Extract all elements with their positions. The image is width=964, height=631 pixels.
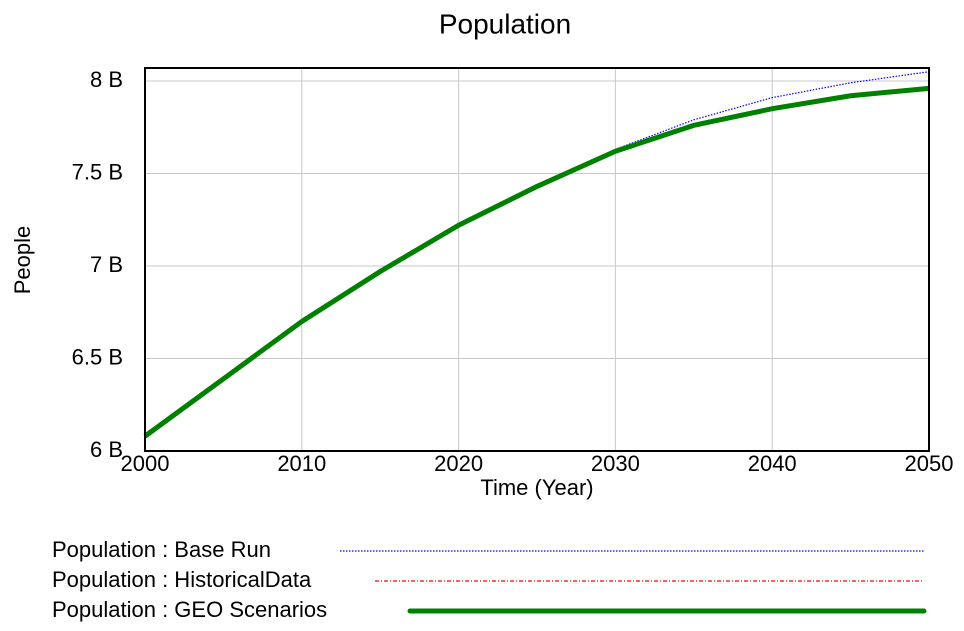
y-tick-label: 8 B (90, 67, 123, 92)
legend-label: Population : GEO Scenarios (52, 597, 327, 622)
x-tick-label: 2020 (434, 451, 483, 476)
y-tick-label: 7 B (90, 252, 123, 277)
legend-label: Population : Base Run (52, 537, 271, 562)
x-axis-label: Time (Year) (480, 475, 593, 500)
legend: Population : Base Run Population : Histor… (52, 537, 927, 622)
x-tick-label: 2010 (277, 451, 326, 476)
lines (143, 71, 930, 439)
legend-label: Population : HistoricalData (52, 567, 312, 592)
series-line (144, 71, 930, 437)
y-tick-label: 6 B (90, 437, 123, 462)
x-tick-label: 2050 (905, 451, 954, 476)
x-tick-label: 2040 (748, 451, 797, 476)
grid (144, 68, 930, 452)
y-axis-label: People (10, 226, 35, 295)
plot-frame (144, 67, 930, 452)
y-tick-label: 7.5 B (72, 159, 123, 184)
y-tick-label: 6.5 B (72, 344, 123, 369)
chart-title: Population (439, 8, 571, 39)
x-tick-label: 2000 (121, 451, 170, 476)
series-line (143, 85, 930, 439)
x-tick-label: 2030 (591, 451, 640, 476)
